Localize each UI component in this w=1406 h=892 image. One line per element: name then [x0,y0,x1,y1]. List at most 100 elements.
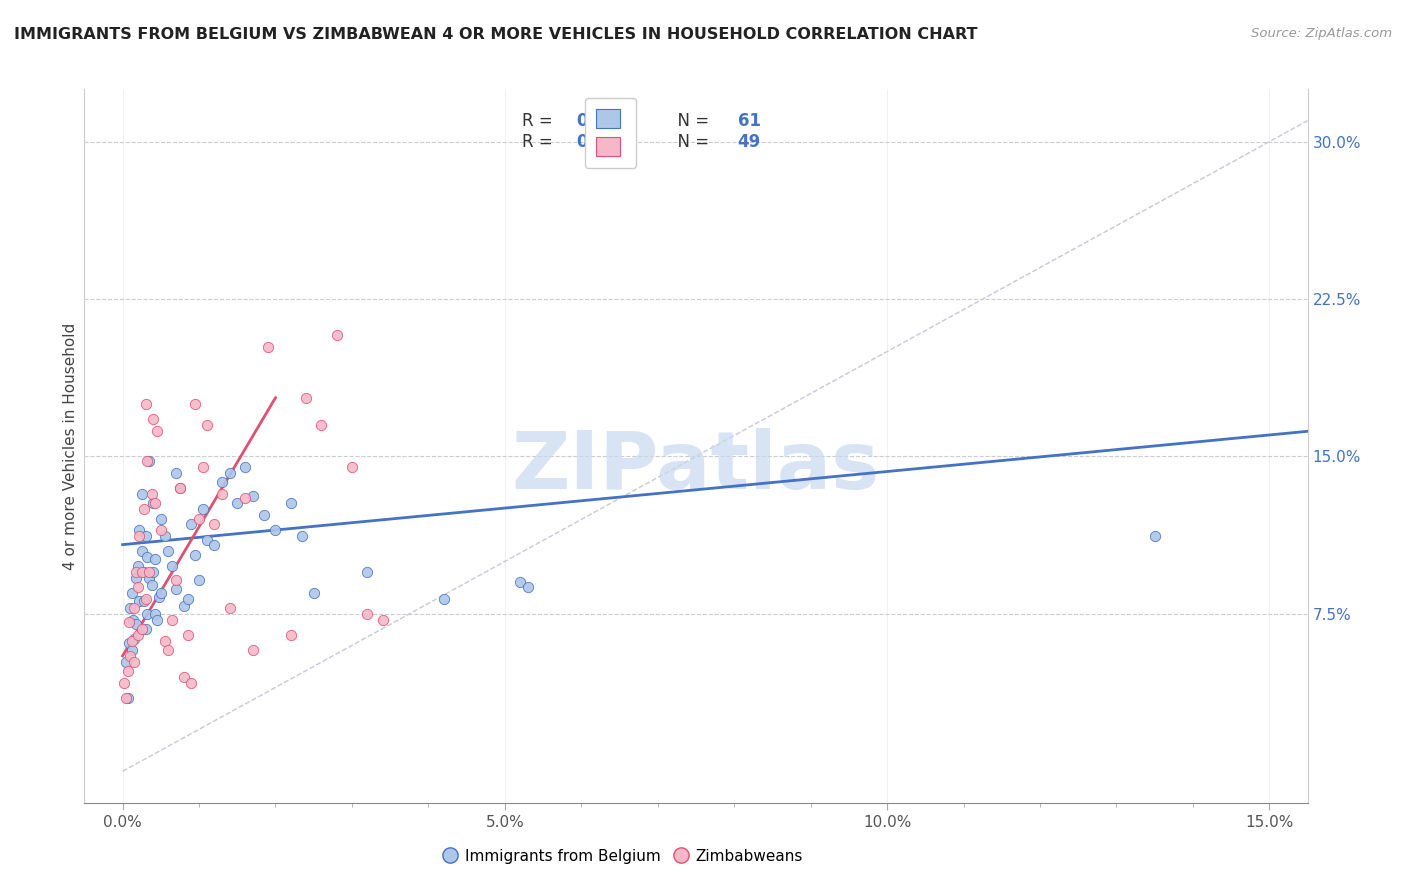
Point [264,523,287,537]
Point [218,600,240,615]
Point [127,628,149,642]
Point [195,533,218,548]
Point [128,523,150,537]
Text: N =: N = [666,112,714,130]
Point [120,648,142,663]
Point [118,615,141,630]
Point [143,496,166,510]
Point [121,642,143,657]
Legend: Immigrants from Belgium, Zimbabweans: Immigrants from Belgium, Zimbabweans [436,843,810,870]
Point [142,496,165,510]
Point [122,600,145,615]
Point [176,628,198,642]
Point [131,487,153,501]
Point [112,676,135,690]
Point [191,460,214,475]
Point [242,489,264,503]
Point [280,496,302,510]
Point [149,512,172,526]
Point [325,327,347,342]
Point [132,565,155,579]
Point [173,670,195,684]
Point [121,586,143,600]
Point [120,600,142,615]
Point [138,453,160,467]
Point [516,580,538,594]
Point [157,544,180,558]
Y-axis label: 4 or more Vehicles in Household: 4 or more Vehicles in Household [63,322,77,570]
Point [135,529,156,543]
Point [242,642,264,657]
Point [153,634,176,648]
Point [180,516,202,531]
Point [138,565,160,579]
Text: 0.432: 0.432 [576,134,628,152]
Point [233,460,256,475]
Point [295,391,318,405]
Point [1143,529,1166,543]
Point [162,558,184,573]
Point [128,529,150,543]
Point [211,475,233,489]
Point [165,467,187,481]
Point [180,676,202,690]
Point [356,607,378,621]
Point [141,487,163,501]
Point [138,571,160,585]
Point [115,655,138,669]
Text: N =: N = [666,134,714,152]
Point [371,613,394,627]
Point [157,642,180,657]
Point [125,565,148,579]
Point [132,594,155,608]
Point [132,502,155,516]
Point [143,552,166,566]
Point [146,425,169,439]
Point [148,590,170,604]
Point [191,502,214,516]
Point [131,622,153,636]
Point [122,655,145,669]
Point [141,577,163,591]
Point [162,613,184,627]
Text: R =: R = [522,134,558,152]
Point [142,565,165,579]
Point [356,565,378,579]
Point [136,550,159,565]
Point [125,571,148,585]
Point [256,340,278,354]
Point [127,580,149,594]
Point [302,586,325,600]
Text: 61: 61 [738,112,761,130]
Point [122,613,145,627]
Point [202,516,225,531]
Point [253,508,276,523]
Text: 49: 49 [738,134,761,152]
Text: R =: R = [522,112,558,130]
Point [165,582,187,596]
Point [173,599,195,613]
Point [184,397,207,411]
Point [211,487,233,501]
Point [149,586,172,600]
Point [280,628,302,642]
Point [125,617,148,632]
Point [136,607,159,621]
Point [135,622,156,636]
Point [142,411,165,425]
Point [115,690,138,705]
Point [117,664,139,678]
Point [127,558,149,573]
Point [188,574,211,588]
Point [131,565,153,579]
Text: Source: ZipAtlas.com: Source: ZipAtlas.com [1251,27,1392,40]
Point [233,491,256,506]
Point [340,460,363,475]
Point [135,397,156,411]
Point [153,529,176,543]
Point [195,417,218,432]
Point [188,512,211,526]
Point [169,481,191,495]
Point [165,574,187,588]
Point [135,592,156,607]
